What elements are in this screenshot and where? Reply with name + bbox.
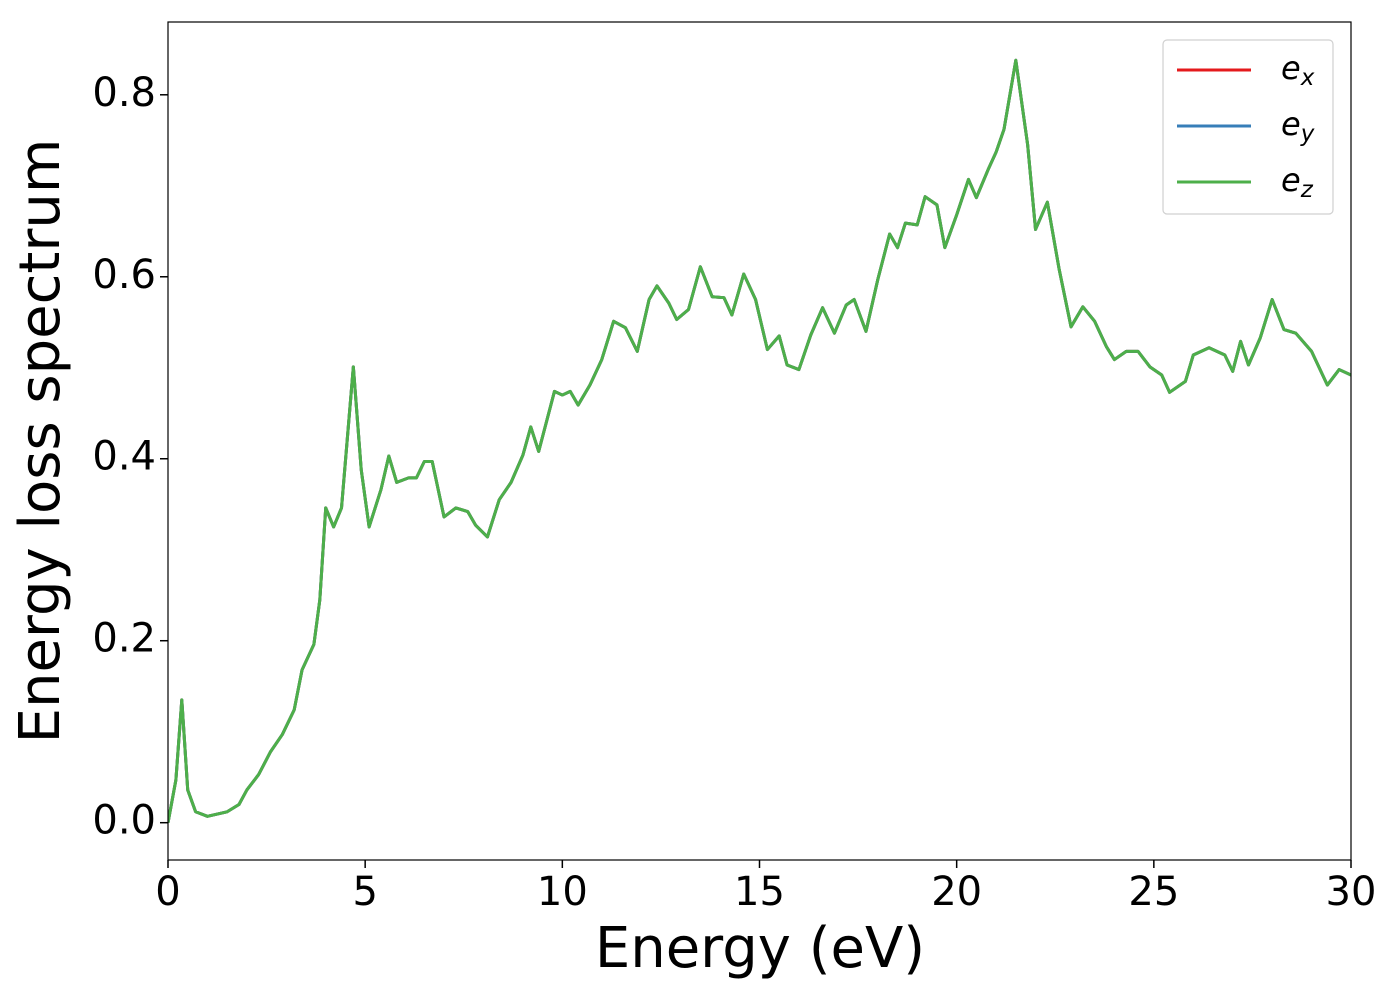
y-tick-label: 0.4 [92, 434, 156, 480]
y-tick-label: 0.2 [92, 616, 156, 662]
x-tick-label: 30 [1326, 869, 1377, 915]
x-tick-label: 5 [352, 869, 377, 915]
plot-frame [167, 21, 1352, 861]
y-axis-label: Energy loss spectrum [8, 139, 73, 744]
y-tick-label: 0.6 [92, 252, 156, 298]
legend-label: ey [1281, 105, 1315, 147]
x-tick-label: 10 [537, 869, 588, 915]
y-tick-label: 0.0 [92, 798, 156, 844]
legend-label: ez [1281, 161, 1314, 203]
x-tick-label: 15 [734, 869, 785, 915]
legend-label: ex [1281, 49, 1315, 91]
x-axis-label: Energy (eV) [595, 916, 925, 981]
y-tick-label: 0.8 [92, 70, 156, 116]
x-tick-label: 0 [155, 869, 180, 915]
series-line [168, 58, 1351, 823]
x-tick-label: 25 [1128, 869, 1179, 915]
x-tick-label: 20 [931, 869, 982, 915]
